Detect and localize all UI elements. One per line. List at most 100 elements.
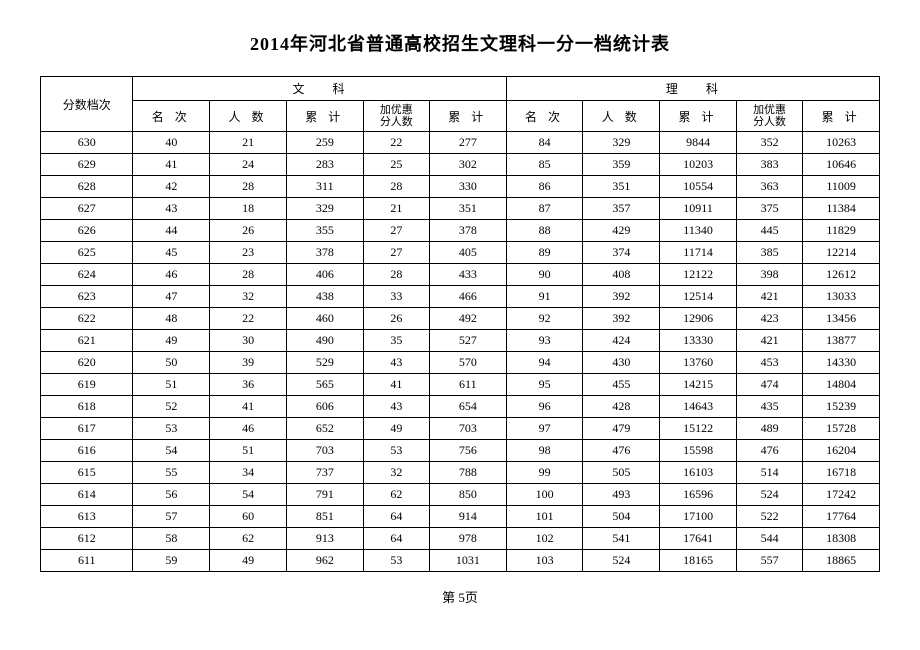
cell: 49 xyxy=(133,330,210,352)
cell: 476 xyxy=(736,440,802,462)
cell: 44 xyxy=(133,220,210,242)
table-row: 61159499625310311035241816555718865 xyxy=(41,550,880,572)
cell: 620 xyxy=(41,352,133,374)
cell: 18308 xyxy=(803,528,880,550)
cell: 351 xyxy=(429,198,506,220)
score-table: 分数档次 文科 理科 名 次 人 数 累 计 加优惠分人数 累 计 名 次 人 … xyxy=(40,76,880,572)
cell: 621 xyxy=(41,330,133,352)
cell: 41 xyxy=(363,374,429,396)
cell: 11340 xyxy=(660,220,737,242)
cell: 100 xyxy=(506,484,583,506)
cell: 455 xyxy=(583,374,660,396)
cell: 12122 xyxy=(660,264,737,286)
cell: 913 xyxy=(286,528,363,550)
cell: 524 xyxy=(583,550,660,572)
cell: 42 xyxy=(133,176,210,198)
cell: 60 xyxy=(210,506,287,528)
cell: 330 xyxy=(429,176,506,198)
table-row: 615553473732788995051610351416718 xyxy=(41,462,880,484)
cell: 623 xyxy=(41,286,133,308)
cell: 103 xyxy=(506,550,583,572)
cell: 34 xyxy=(210,462,287,484)
cell: 10263 xyxy=(803,132,880,154)
cell: 53 xyxy=(363,550,429,572)
cell: 791 xyxy=(286,484,363,506)
cell: 962 xyxy=(286,550,363,572)
cell: 408 xyxy=(583,264,660,286)
cell: 10911 xyxy=(660,198,737,220)
cell: 430 xyxy=(583,352,660,374)
cell: 18865 xyxy=(803,550,880,572)
cell: 522 xyxy=(736,506,802,528)
cell: 28 xyxy=(363,264,429,286)
cell: 622 xyxy=(41,308,133,330)
page-number: 第 5页 xyxy=(40,587,880,606)
cell: 524 xyxy=(736,484,802,506)
cell: 64 xyxy=(363,528,429,550)
cell: 283 xyxy=(286,154,363,176)
cell: 13456 xyxy=(803,308,880,330)
header-science-count: 人 数 xyxy=(583,101,660,132)
table-row: 617534665249703974791512248915728 xyxy=(41,418,880,440)
cell: 21 xyxy=(363,198,429,220)
cell: 351 xyxy=(583,176,660,198)
header-score-bracket: 分数档次 xyxy=(41,77,133,132)
cell: 619 xyxy=(41,374,133,396)
cell: 9844 xyxy=(660,132,737,154)
cell: 617 xyxy=(41,418,133,440)
cell: 45 xyxy=(133,242,210,264)
cell: 359 xyxy=(583,154,660,176)
cell: 21 xyxy=(210,132,287,154)
table-row: 6145654791628501004931659652417242 xyxy=(41,484,880,506)
cell: 11009 xyxy=(803,176,880,198)
cell: 93 xyxy=(506,330,583,352)
cell: 86 xyxy=(506,176,583,198)
cell: 11384 xyxy=(803,198,880,220)
cell: 385 xyxy=(736,242,802,264)
cell: 53 xyxy=(133,418,210,440)
cell: 616 xyxy=(41,440,133,462)
cell: 94 xyxy=(506,352,583,374)
cell: 378 xyxy=(286,242,363,264)
cell: 51 xyxy=(210,440,287,462)
cell: 493 xyxy=(583,484,660,506)
cell: 39 xyxy=(210,352,287,374)
cell: 10646 xyxy=(803,154,880,176)
cell: 544 xyxy=(736,528,802,550)
cell: 17100 xyxy=(660,506,737,528)
cell: 421 xyxy=(736,286,802,308)
cell: 460 xyxy=(286,308,363,330)
header-science-rank: 名 次 xyxy=(506,101,583,132)
cell: 392 xyxy=(583,286,660,308)
cell: 62 xyxy=(210,528,287,550)
cell: 15728 xyxy=(803,418,880,440)
cell: 453 xyxy=(736,352,802,374)
cell: 978 xyxy=(429,528,506,550)
cell: 392 xyxy=(583,308,660,330)
cell: 788 xyxy=(429,462,506,484)
table-row: 618524160643654964281464343515239 xyxy=(41,396,880,418)
cell: 48 xyxy=(133,308,210,330)
cell: 329 xyxy=(583,132,660,154)
cell: 101 xyxy=(506,506,583,528)
cell: 383 xyxy=(736,154,802,176)
cell: 102 xyxy=(506,528,583,550)
cell: 405 xyxy=(429,242,506,264)
cell: 28 xyxy=(210,176,287,198)
cell: 43 xyxy=(133,198,210,220)
cell: 85 xyxy=(506,154,583,176)
cell: 26 xyxy=(210,220,287,242)
cell: 87 xyxy=(506,198,583,220)
cell: 11714 xyxy=(660,242,737,264)
cell: 12612 xyxy=(803,264,880,286)
cell: 55 xyxy=(133,462,210,484)
cell: 51 xyxy=(133,374,210,396)
cell: 58 xyxy=(133,528,210,550)
cell: 46 xyxy=(133,264,210,286)
cell: 84 xyxy=(506,132,583,154)
cell: 490 xyxy=(286,330,363,352)
cell: 41 xyxy=(210,396,287,418)
cell: 35 xyxy=(363,330,429,352)
cell: 438 xyxy=(286,286,363,308)
cell: 36 xyxy=(210,374,287,396)
